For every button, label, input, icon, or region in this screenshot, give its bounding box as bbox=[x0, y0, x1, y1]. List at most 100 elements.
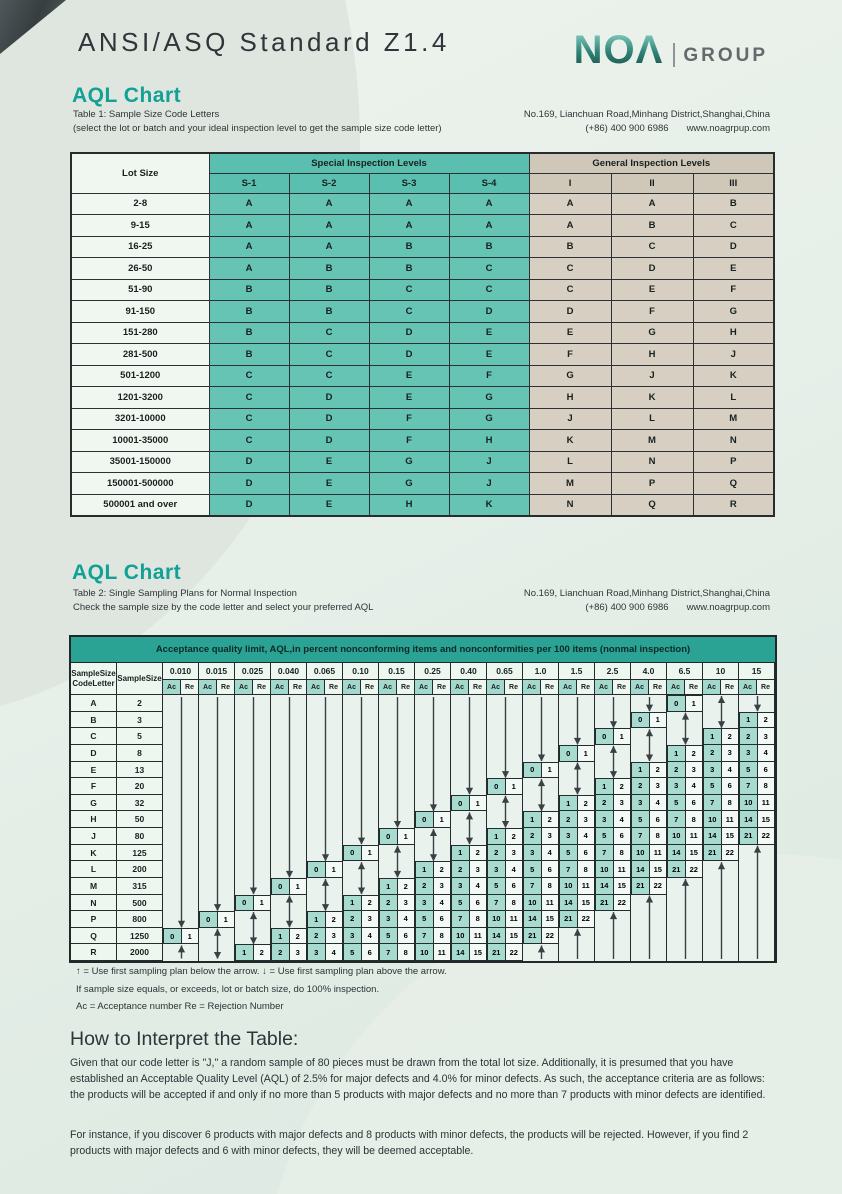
empty-cell bbox=[739, 861, 775, 878]
empty-cell bbox=[307, 844, 343, 862]
empty-cell bbox=[415, 744, 451, 762]
special-code-letter-cell: C bbox=[448, 278, 530, 301]
general-code-letter-cell: G bbox=[610, 321, 694, 344]
lot-size-cell: 51-90 bbox=[70, 278, 210, 301]
section2-subtitle: Table 2: Single Sampling Plans for Norma… bbox=[73, 588, 297, 599]
general-code-letter-cell: N bbox=[692, 429, 775, 452]
empty-cell bbox=[487, 744, 523, 762]
empty-cell bbox=[451, 711, 487, 729]
empty-cell bbox=[559, 711, 595, 729]
special-code-letter-cell: D bbox=[208, 493, 290, 516]
sample-size-cell: 3 bbox=[117, 711, 163, 729]
empty-cell bbox=[523, 778, 559, 795]
code-letter-cell: D bbox=[71, 744, 117, 762]
empty-cell bbox=[487, 728, 523, 745]
special-code-letter-cell: A bbox=[368, 192, 450, 215]
re-header-cell: Re bbox=[649, 680, 667, 695]
empty-cell bbox=[559, 944, 595, 961]
sample-size-cell: 20 bbox=[117, 778, 163, 795]
lot-size-cell: 3201-10000 bbox=[70, 407, 210, 430]
re-header-cell: Re bbox=[757, 680, 775, 695]
empty-cell bbox=[739, 894, 775, 912]
empty-cell bbox=[163, 861, 199, 878]
empty-cell bbox=[199, 744, 235, 762]
special-level-column-header: S-1 bbox=[208, 172, 290, 194]
empty-cell bbox=[451, 778, 487, 795]
empty-cell bbox=[163, 711, 199, 729]
empty-cell bbox=[631, 894, 667, 912]
special-code-letter-cell: E bbox=[288, 493, 370, 516]
general-code-letter-cell: N bbox=[610, 450, 694, 473]
table1-row: 281-500 B C D E F H J bbox=[70, 343, 775, 366]
special-code-letter-cell: A bbox=[288, 214, 370, 237]
special-code-letter-cell: D bbox=[368, 321, 450, 344]
aql-column-header: 0.015 bbox=[199, 663, 235, 680]
code-letter-cell: E bbox=[71, 761, 117, 779]
general-code-letter-cell: K bbox=[692, 364, 775, 387]
empty-cell bbox=[235, 761, 271, 779]
general-code-letter-cell: Q bbox=[692, 472, 775, 495]
empty-cell bbox=[271, 728, 307, 745]
empty-cell bbox=[667, 911, 703, 928]
special-code-letter-cell: C bbox=[288, 364, 370, 387]
aql-column-header: 0.40 bbox=[451, 663, 487, 680]
empty-cell bbox=[559, 695, 595, 712]
special-code-letter-cell: D bbox=[288, 407, 370, 430]
re-header-cell: Re bbox=[541, 680, 559, 695]
empty-cell bbox=[199, 944, 235, 961]
empty-cell bbox=[343, 828, 379, 845]
special-code-letter-cell: C bbox=[288, 321, 370, 344]
website-link[interactable]: www.noagrpup.com bbox=[686, 602, 770, 613]
empty-cell bbox=[235, 778, 271, 795]
special-code-letter-cell: B bbox=[288, 278, 370, 301]
ac-header-cell: Ac bbox=[415, 680, 433, 695]
table1-row: 91-150 B B C D D F G bbox=[70, 300, 775, 323]
table1-row: 501-1200 C C E F G J K bbox=[70, 364, 775, 387]
logo-divider bbox=[673, 43, 676, 67]
empty-cell bbox=[235, 728, 271, 745]
special-inspection-levels-header: Special Inspection Levels bbox=[208, 152, 530, 174]
empty-cell bbox=[595, 744, 631, 762]
empty-cell bbox=[631, 944, 667, 961]
empty-cell bbox=[343, 711, 379, 729]
website-link[interactable]: www.noagrpup.com bbox=[686, 123, 770, 134]
ac-header-cell: Ac bbox=[667, 680, 685, 695]
empty-cell bbox=[703, 711, 739, 729]
ac-re-value-cell: 21 22 bbox=[667, 861, 703, 878]
sample-size-cell: 200 bbox=[117, 861, 163, 878]
sample-size-cell: 8 bbox=[117, 744, 163, 762]
special-code-letter-cell: D bbox=[288, 429, 370, 452]
special-code-letter-cell: A bbox=[208, 257, 290, 280]
special-code-letter-cell: B bbox=[208, 278, 290, 301]
ac-re-value-cell: 14 15 bbox=[451, 944, 487, 961]
general-code-letter-cell: H bbox=[528, 386, 612, 409]
general-code-letter-cell: K bbox=[528, 429, 612, 452]
special-code-letter-cell: B bbox=[208, 300, 290, 323]
aql-column-header: 15 bbox=[739, 663, 775, 680]
sample-size-cell: 13 bbox=[117, 761, 163, 779]
sample-size-cell: 125 bbox=[117, 844, 163, 862]
aql-column-header: 0.25 bbox=[415, 663, 451, 680]
ac-header-cell: Ac bbox=[451, 680, 469, 695]
lot-size-cell: 2-8 bbox=[70, 192, 210, 215]
empty-cell bbox=[415, 711, 451, 729]
ac-header-cell: Ac bbox=[523, 680, 541, 695]
empty-cell bbox=[739, 944, 775, 961]
